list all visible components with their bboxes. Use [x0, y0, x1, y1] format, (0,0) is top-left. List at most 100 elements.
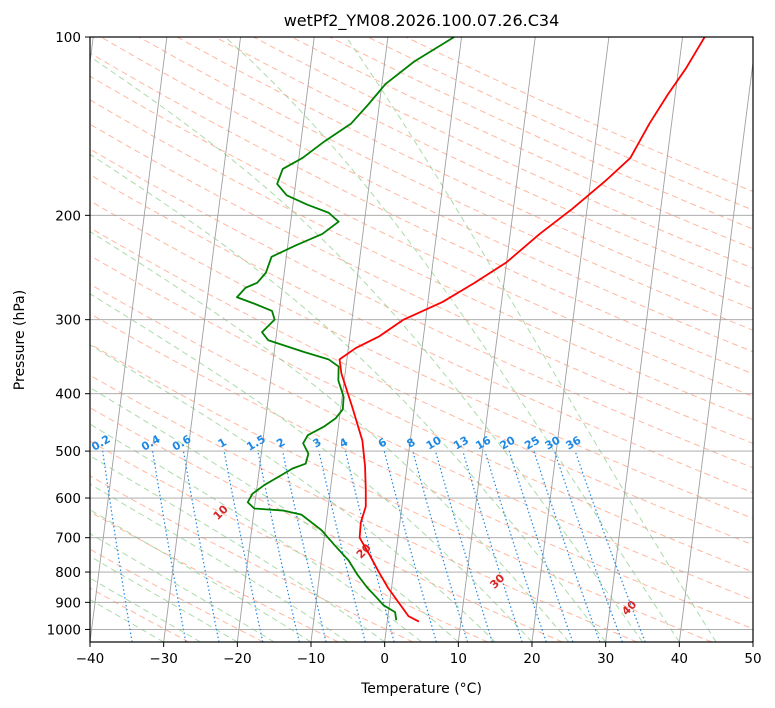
x-tick-label: 20 [523, 651, 540, 667]
y-axis-label: Pressure (hPa) [12, 290, 28, 390]
dry-adiabat-line [253, 37, 753, 269]
moist-adiabat-line [90, 577, 201, 642]
moist-adiabat-line [345, 37, 717, 642]
mixing-ratio-label: 8 [404, 436, 417, 451]
y-tick-label: 200 [55, 208, 81, 224]
mixing-ratio-label: 1.5 [244, 433, 267, 454]
y-tick-label: 800 [55, 565, 81, 581]
mixing-ratio-line [257, 450, 300, 642]
x-tick-label: −20 [223, 651, 252, 667]
dry-adiabat-label: 0 [74, 463, 89, 478]
mixing-ratio-line [152, 451, 187, 642]
mixing-ratio-label: 30 [543, 433, 563, 452]
x-tick-label: 10 [450, 651, 467, 667]
isotherm-line [90, 37, 168, 642]
y-tick-label: 300 [55, 313, 81, 329]
mixing-ratio-line [282, 450, 327, 642]
mixing-ratio-line [182, 450, 220, 642]
mixing-ratio-line [434, 450, 493, 642]
moist-adiabat-line [90, 153, 607, 642]
mixing-ratio-line [484, 450, 547, 642]
y-tick-label: 100 [55, 30, 81, 46]
dry-adiabat-line [90, 343, 712, 642]
isotherm-line [752, 638, 753, 642]
dry-adiabat-line [90, 255, 753, 573]
dry-adiabat-line [405, 37, 753, 193]
mixing-ratio-line [553, 450, 623, 642]
dry-adiabat-line [367, 37, 753, 211]
dry-adiabat-line [90, 283, 753, 601]
moist-adiabat-line [224, 37, 680, 642]
temperature-trace [338, 37, 706, 623]
x-tick-label: −40 [76, 651, 105, 667]
mixing-ratio-line [574, 450, 646, 642]
moist-adiabat-line [90, 56, 643, 642]
dry-adiabat-line [90, 511, 339, 642]
mixing-ratio-label: 16 [473, 433, 493, 452]
mixing-ratio-line [318, 450, 366, 642]
x-tick-label: −30 [149, 651, 178, 667]
moist-adiabat-line [90, 344, 496, 642]
x-tick-label: 0 [380, 651, 389, 667]
y-tick-label: 400 [55, 387, 81, 403]
dry-adiabat-line [138, 37, 753, 331]
dry-adiabat-line [329, 37, 753, 230]
y-tick-label: 500 [55, 444, 81, 460]
y-tick-label: 900 [55, 595, 81, 611]
dry-adiabat-line [90, 227, 753, 546]
dry-adiabat-line [90, 99, 753, 421]
mixing-ratio-label: 36 [564, 433, 584, 452]
isotherm-line [163, 37, 242, 642]
dry-adiabat-label: 10 [211, 502, 231, 522]
mixing-ratio-label: 0.4 [139, 432, 163, 453]
x-tick-label: 40 [671, 651, 688, 667]
moist-adiabat-line [90, 555, 238, 642]
dry-adiabat-line [90, 475, 414, 642]
mixing-ratio-label: 1 [216, 436, 229, 451]
x-tick-label: 30 [597, 651, 614, 667]
dry-adiabat-line [90, 75, 753, 398]
plot-frame [89, 36, 754, 643]
moist-adiabat-line [90, 230, 570, 642]
dry-adiabat-line [90, 440, 488, 642]
axis-layer: −40 −30 −20 −10 0 10 20 30 40 5010009008007006005… [47, 30, 762, 667]
plot-area: 0.10.20.40.611.52346810131620253036-100-… [74, 37, 753, 642]
y-tick-label: 600 [55, 491, 81, 507]
mixing-ratio-label: 10 [424, 433, 444, 452]
dry-adiabat-line [90, 407, 563, 642]
mixing-ratio-line [102, 451, 133, 642]
mixing-ratio-line [383, 450, 437, 642]
isotherm-line [531, 37, 610, 642]
isotherm-line [384, 37, 463, 642]
mixing-ratio-label: 25 [522, 434, 542, 453]
moist-adiabat-line [90, 533, 275, 642]
moist-adiabat-line [90, 423, 422, 642]
y-tick-label: 700 [55, 531, 81, 547]
mixing-ratio-label: 20 [498, 433, 518, 452]
dewpoint-trace [236, 37, 455, 621]
x-tick-label: 50 [744, 651, 761, 667]
dry-adiabat-line [90, 174, 753, 494]
dry-adiabat-line [90, 148, 753, 469]
dry-adiabat-line [90, 548, 264, 642]
chart-title: wetPf2_YM08.2026.100.07.26.C34 [284, 11, 560, 31]
isotherm-line [605, 37, 684, 642]
mixing-ratio-label: 2 [274, 436, 287, 451]
isotherm-line [310, 37, 389, 642]
moist-adiabat-line [90, 387, 459, 642]
mixing-ratio-label: 4 [337, 435, 350, 450]
dry-adiabat-line [90, 313, 753, 630]
dry-adiabat-line [90, 200, 753, 520]
x-axis-label: Temperature (°C) [360, 681, 482, 697]
mixing-ratio-line [533, 450, 601, 642]
x-tick-label: −10 [297, 651, 326, 667]
moist-adiabat-line [90, 293, 533, 642]
isotherm-line [457, 37, 536, 642]
y-tick-label: 1000 [47, 622, 81, 638]
moist-adiabat-line [90, 598, 164, 642]
dry-adiabat-label: 40 [619, 598, 639, 618]
mixing-ratio-label: 3 [310, 436, 323, 451]
isotherm-line [678, 58, 753, 642]
mixing-ratio-line [412, 450, 469, 642]
